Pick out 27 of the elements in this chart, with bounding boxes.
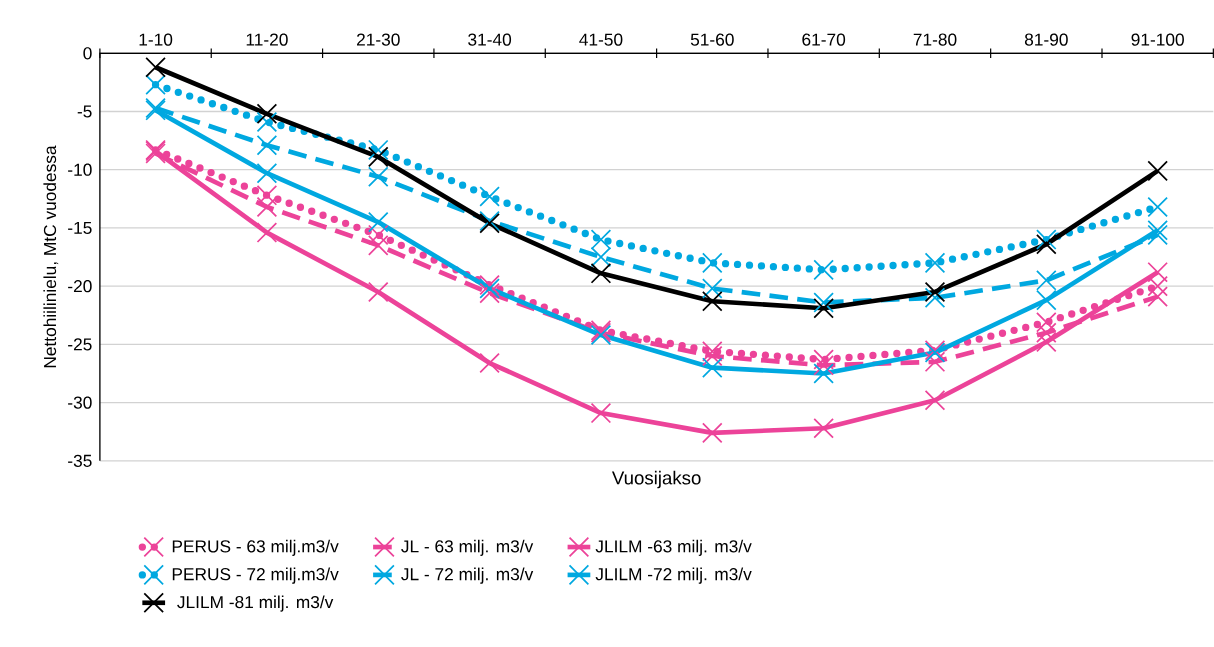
legend-label: JLILM -63 milj. m3/v	[595, 539, 752, 556]
x-tick-label: 81-90	[1024, 33, 1068, 46]
y-tick-label: -5	[77, 105, 92, 118]
x-tick-label: 11-20	[246, 33, 288, 46]
x-tick-label: 71-80	[913, 33, 957, 46]
x-tick-label: 31-40	[468, 33, 512, 46]
legend-label: JL - 72 milj. m3/v	[401, 567, 534, 584]
legend-label: JL - 63 milj. m3/v	[401, 539, 534, 556]
y-tick-label: -25	[68, 338, 92, 351]
x-tick-label: 1-10	[139, 33, 173, 46]
x-tick-label: 91-100	[1131, 33, 1184, 46]
x-tick-label: 21-30	[356, 33, 400, 46]
x-axis-title: Vuosijakso	[611, 470, 701, 489]
x-tick-label: 61-70	[802, 33, 846, 46]
y-tick-label: -15	[68, 221, 92, 234]
y-axis-title: Nettohiilinielu, MtC vuodessa	[43, 145, 59, 368]
x-tick-label: 41-50	[579, 33, 623, 46]
y-tick-label: 0	[83, 46, 92, 60]
y-tick-label: -20	[68, 279, 92, 293]
legend-label: JLILM -72 milj. m3/v	[595, 567, 752, 584]
legend-label: PERUS - 63 milj.m3/v	[172, 539, 339, 556]
y-tick-label: -10	[68, 163, 92, 176]
legend-label: JLILM -81 milj. m3/v	[177, 595, 334, 612]
x-tick-label: 51-60	[690, 33, 734, 46]
y-tick-label: -35	[68, 454, 92, 467]
legend-label: PERUS - 72 milj.m3/v	[172, 567, 339, 584]
y-tick-label: -30	[68, 396, 92, 409]
